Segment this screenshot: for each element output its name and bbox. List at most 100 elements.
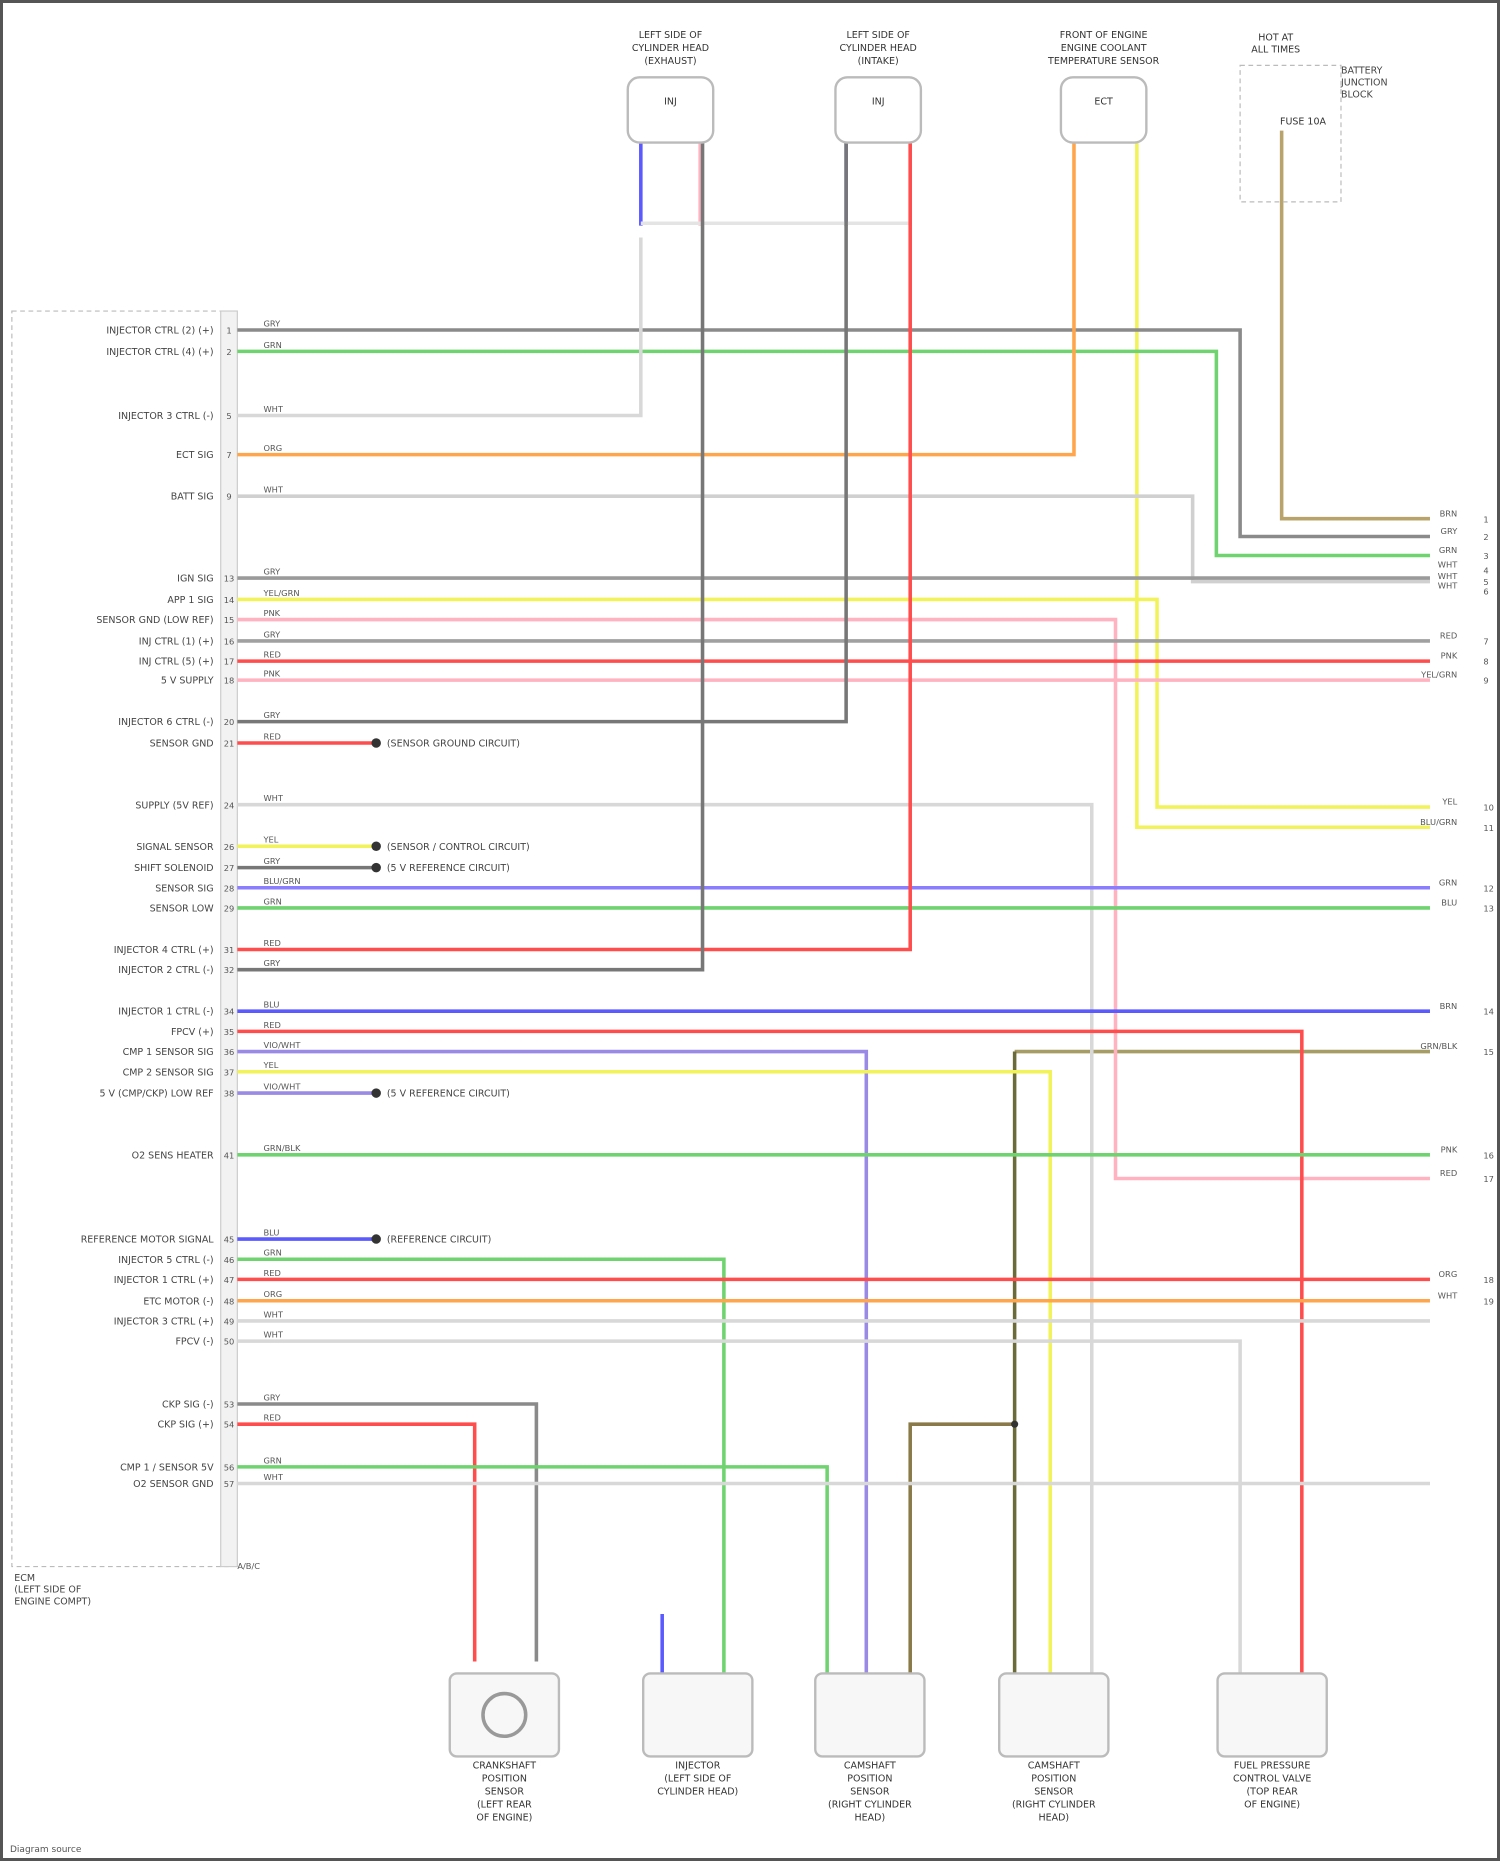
pin-label: IGN SIG <box>177 574 213 585</box>
splice-dot <box>371 738 381 748</box>
pin-label: INJECTOR 3 CTRL (+) <box>114 1316 214 1327</box>
pin-label: ETC MOTOR (-) <box>143 1296 213 1307</box>
right-pin-number: 16 <box>1483 1150 1494 1160</box>
pin-number: 26 <box>224 842 235 852</box>
bottom-component-body <box>1216 1672 1328 1758</box>
right-wire-code: ORG <box>1439 1269 1458 1279</box>
pin-number: 18 <box>224 676 235 686</box>
right-wire-code: RED <box>1440 631 1457 641</box>
wire-pin-5 <box>237 237 643 418</box>
wire-pin-15 <box>237 617 1430 1181</box>
right-wire-code: GRN <box>1439 877 1457 887</box>
top-component-label: FRONT OF ENGINE <box>1060 30 1148 41</box>
wire-color-code: GRN <box>263 340 281 350</box>
wire-pin-32 <box>237 142 705 972</box>
pin-label: 5 V (CMP/CKP) LOW REF <box>100 1089 214 1100</box>
battery-junction-block <box>1239 64 1342 203</box>
pin-number: 2 <box>226 347 231 357</box>
wire-color-code: RED <box>263 1020 280 1030</box>
ecm-label: ECM <box>14 1573 35 1584</box>
bottom-component-body <box>814 1672 926 1758</box>
bottom-component-body <box>448 1672 561 1758</box>
right-wire-code: BRN <box>1440 1001 1458 1011</box>
wire-pin-20 <box>237 142 848 724</box>
pin-label: O2 SENS HEATER <box>132 1150 214 1161</box>
pin-label: SENSOR GND <box>150 739 214 750</box>
bottom-component-label: POSITION <box>482 1773 527 1784</box>
right-wire-code: GRN <box>1439 545 1457 555</box>
pin-label: INJECTOR 2 CTRL (-) <box>118 965 213 976</box>
pin-number: 32 <box>224 965 235 975</box>
pin-label: ECT SIG <box>176 450 214 461</box>
pin-label: INJ CTRL (1) (+) <box>139 637 214 648</box>
bottom-component-label: SENSOR <box>485 1786 525 1797</box>
right-wire-code: RED <box>1440 1168 1457 1178</box>
pin-number: 47 <box>224 1275 235 1285</box>
right-pin-number: 15 <box>1483 1047 1494 1057</box>
pin-label: CMP 1 SENSOR SIG <box>123 1047 214 1058</box>
bottom-component-label: CRANKSHAFT <box>473 1760 537 1771</box>
junction-block-label: BATTERY <box>1341 66 1383 77</box>
top-component-label: (EXHAUST) <box>644 56 696 67</box>
pin-number: 1 <box>226 326 231 336</box>
bottom-component-body <box>642 1672 754 1758</box>
splice-label: (REFERENCE CIRCUIT) <box>387 1235 491 1246</box>
pin-label: INJ CTRL (5) (+) <box>139 657 214 668</box>
fuse-label: ALL TIMES <box>1251 44 1300 55</box>
pin-number: 13 <box>224 574 235 584</box>
wire-color-code: BLU <box>263 1000 279 1010</box>
pin-label: SUPPLY (5V REF) <box>135 800 213 811</box>
pin-label: FPCV (+) <box>171 1027 214 1038</box>
right-pin-number: 4 <box>1483 565 1488 575</box>
right-pin-number: 11 <box>1483 823 1494 833</box>
pin-label: INJECTOR 1 CTRL (+) <box>114 1275 214 1286</box>
top-component-label: (INTAKE) <box>858 56 899 67</box>
pin-label: 5 V SUPPLY <box>161 676 214 687</box>
wire-color-code: GRN <box>263 1455 281 1465</box>
wire-color-code: WHT <box>263 793 283 803</box>
pin-label: O2 SENSOR GND <box>133 1479 213 1490</box>
top-component-label: LEFT SIDE OF <box>639 30 702 41</box>
wire-pin-14 <box>237 597 1430 809</box>
wire-battery-feed <box>1279 130 1430 521</box>
pin-number: 38 <box>224 1089 235 1099</box>
pin-number: 21 <box>224 739 235 749</box>
pin-number: 57 <box>224 1479 235 1489</box>
wire-pin-2 <box>237 349 1430 558</box>
splice-dot <box>371 862 381 873</box>
wire-color-code: WHT <box>263 404 283 414</box>
top-component-part: INJ <box>872 97 885 108</box>
wire-color-code: YEL <box>262 835 278 845</box>
bottom-component-label: HEAD) <box>855 1813 886 1824</box>
right-pin-number: 8 <box>1483 657 1488 667</box>
splice-label: (5 V REFERENCE CIRCUIT) <box>387 1089 510 1100</box>
top-component-label: CYLINDER HEAD <box>840 43 917 54</box>
ecm-label: (LEFT SIDE OF <box>14 1585 81 1596</box>
wire-color-code: ORG <box>263 443 282 453</box>
right-wire-code: WHT <box>1438 559 1458 569</box>
wire-pin-36 <box>237 1049 869 1674</box>
pin-number: 5 <box>226 411 231 421</box>
pin-number: 37 <box>224 1067 235 1077</box>
right-wire-code: YEL <box>1441 797 1457 807</box>
bottom-component-label: SENSOR <box>850 1786 890 1797</box>
wire-pin-50 <box>237 1339 1242 1674</box>
wire-pin-56 <box>237 1465 829 1674</box>
top-component-part: INJ <box>664 97 677 108</box>
wire-color-code: GRN <box>263 896 281 906</box>
bottom-component-label: (RIGHT CYLINDER <box>1012 1799 1096 1810</box>
wire-color-code: RED <box>263 731 280 741</box>
footer-text: Diagram source <box>10 1845 82 1855</box>
wire-color-code: RED <box>263 1413 280 1423</box>
wire-pin-46 <box>237 1257 726 1686</box>
pin-label: CMP 2 SENSOR SIG <box>123 1067 214 1078</box>
right-pin-number: 12 <box>1483 883 1494 893</box>
splice-dot <box>371 1234 381 1244</box>
wire-pin-54 <box>237 1422 477 1662</box>
splice-label: (5 V REFERENCE CIRCUIT) <box>387 863 510 874</box>
right-wire-code: GRY <box>1441 526 1459 536</box>
wire-color-code: GRY <box>263 856 281 866</box>
pin-label: CKP SIG (+) <box>157 1420 213 1431</box>
pin-number: 35 <box>224 1027 235 1037</box>
